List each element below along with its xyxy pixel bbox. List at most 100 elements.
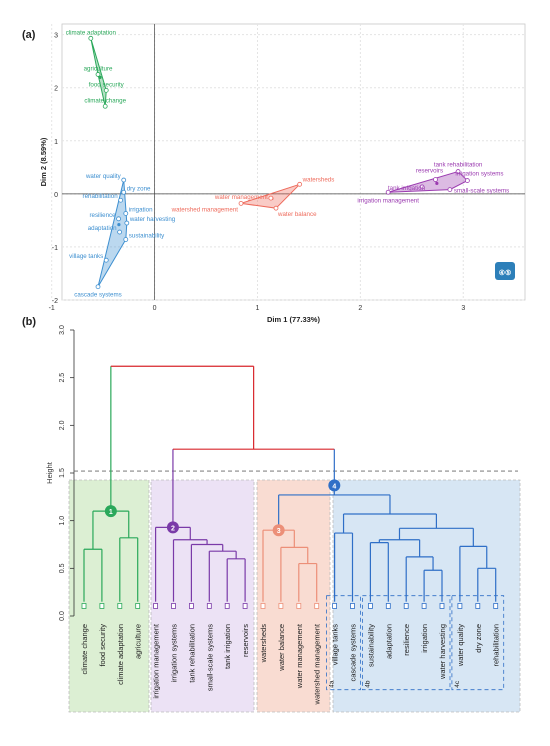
leaf-marker [314,603,320,609]
leaf-label: adaptation [384,624,393,659]
leaf-label: sustainability [366,624,375,667]
x-tick-label: 1 [256,305,260,312]
cluster-marker-text: 3 [277,528,281,535]
leaf-marker [242,603,248,609]
point-label: irrigation systems [455,171,503,178]
leaf-marker [385,603,391,609]
leaf-marker [188,603,194,609]
data-point [297,181,303,187]
cluster-box-2 [150,479,255,713]
y-tick-label: 2.0 [59,420,66,430]
cluster-marker-text: 2 [171,525,175,532]
point-label: dry zone [127,185,151,192]
point-label: resilience [89,212,116,219]
data-point [268,195,274,201]
leaf-label: water balance [277,624,286,672]
leaf-marker [439,603,445,609]
x-tick-label: 2 [358,305,362,312]
y-tick-label: 1.0 [59,516,66,526]
leaf-label: dry zone [474,624,483,653]
point-label: water management [214,194,268,201]
data-point [116,216,121,222]
point-label: agriculture [84,65,113,72]
leaf-label: water management [295,623,304,689]
leaf-label: climate adaptation [116,624,125,685]
leaf-label: village tanks [331,624,340,666]
data-point [464,178,470,183]
point-label: water balance [277,211,317,218]
data-point [103,87,109,93]
y-tick-label: 0.5 [59,563,66,573]
x-axis-label: Dim 1 (77.33%) [267,315,320,324]
point-label: water quality [85,173,122,180]
leaf-marker [403,603,409,609]
point-label: adaptation [88,225,117,232]
point-label: reservoirs [416,168,443,175]
x-tick-label: 3 [461,305,465,312]
y-tick-label: 3 [54,33,58,40]
leaf-label: tank irrigation [223,624,232,669]
subgroup-label: 4b [364,680,371,688]
y-axis-label: Height [45,461,54,484]
point-label: climate change [84,97,126,104]
leaf-marker [421,603,427,609]
y-tick-label: -1 [52,245,58,252]
logo-badge-text: ④⑤ [499,269,512,277]
leaf-marker [367,603,373,609]
y-tick-label: 2 [54,86,58,93]
y-tick-label: -2 [52,298,58,305]
y-tick-label: 0.0 [59,611,66,621]
subgroup-box [361,595,451,691]
point-label: cascade systems [74,292,121,299]
subgroup-label: 4a [329,680,336,688]
y-tick-label: 1.5 [59,468,66,478]
subgroup-label: 4c [454,680,461,688]
leaf-marker [99,603,105,609]
leaf-label: cascade systems [349,624,358,682]
cluster-box-1 [68,479,150,713]
point-label: rehabilitation [83,193,119,200]
data-point [121,189,127,195]
data-point [385,189,391,195]
cluster-box-3 [256,479,331,713]
point-label: food security [89,81,125,88]
cluster-centroid-1 [98,75,102,79]
leaf-label: irrigation management [152,623,161,699]
data-point [455,169,461,174]
point-label: tank irrigation [388,185,426,192]
leaf-marker [332,603,338,609]
point-label: small-scale systems [454,188,509,195]
data-point [419,184,425,190]
data-point [273,205,279,211]
leaf-label: food security [98,624,107,667]
leaf-label: water quality [456,624,465,667]
y-tick-label: 3.0 [59,325,66,335]
point-label: tank rehabilitation [434,162,483,169]
data-point [433,177,438,182]
leaf-marker [260,603,266,609]
data-point [447,187,453,193]
point-label: watershed management [171,206,239,213]
data-point [103,257,109,263]
cluster-centroid-2 [435,181,439,186]
cluster-centroid-4 [117,223,121,227]
dendrogram: 0.0 0.5 1.0 1.5 2.0 2.5 3.0 Height climate chang… [45,325,521,713]
data-point [238,200,244,206]
subgroup-box [326,595,361,691]
point-label: village tanks [69,253,103,260]
leaf-marker [153,603,159,609]
leaf-label: agriculture [134,624,143,659]
data-point [124,220,130,226]
leaf-label: small-scale systems [205,624,214,691]
cluster-marker-4 [328,479,341,492]
leaf-label: irrigation systems [170,624,179,683]
y-tick-label: 2.5 [59,373,66,383]
data-point [88,35,94,41]
x-tick-label: 0 [153,305,157,312]
panel-a-label: (a) [22,29,36,41]
leaf-marker [81,603,87,609]
cluster-marker-text: 1 [109,509,113,516]
point-label: irrigation management [357,197,419,204]
